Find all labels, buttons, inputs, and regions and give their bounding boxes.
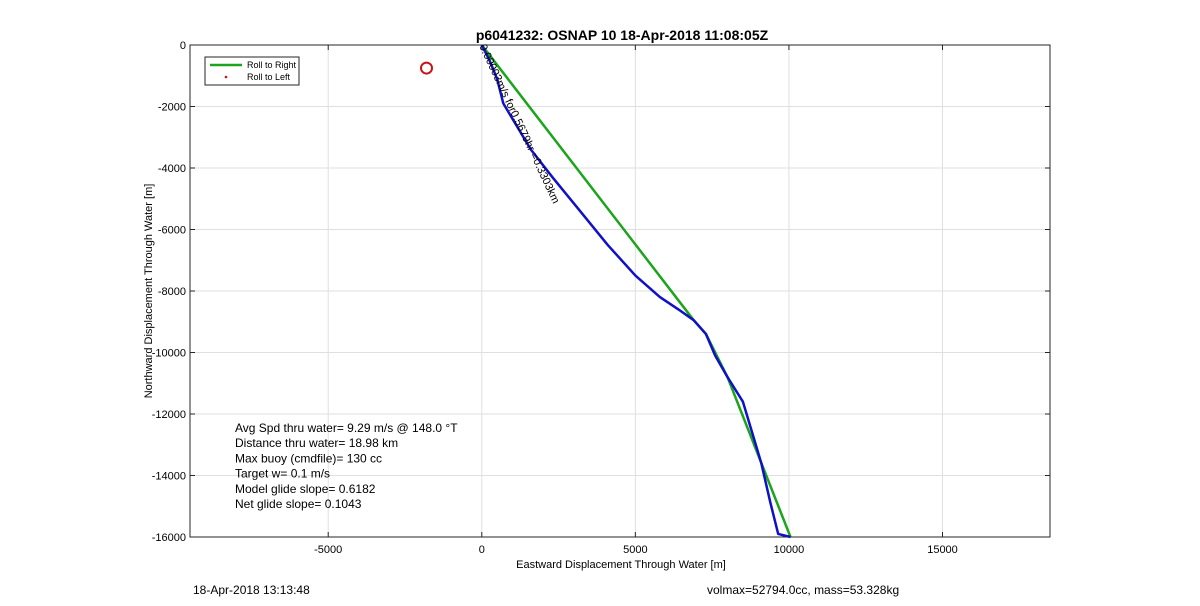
y-tick-label: -10000 (152, 348, 186, 360)
y-axis-label: Northward Displacement Through Water [m] (143, 184, 155, 399)
chart-title: p6041232: OSNAP 10 18-Apr-2018 11:08:05Z (476, 27, 769, 43)
x-tick-label: 5000 (623, 544, 647, 556)
stats-line: Model glide slope= 0.6182 (235, 482, 376, 496)
stats-line: Max buoy (cmdfile)= 130 cc (235, 451, 382, 465)
path-label: 0.00003m/s for0.5679hr =0.3303km (476, 42, 561, 205)
y-tick-label: -14000 (152, 471, 186, 483)
x-tick-label: -5000 (314, 544, 342, 556)
x-tick-label: 0 (479, 544, 485, 556)
series-line-1 (480, 44, 791, 539)
axis-ticks: -5000 0 5000 10000 15000 0 -2000 -4000 -6000 -800… (152, 40, 1050, 556)
annotations: 0.00003m/s for0.5679hr =0.3303km (420, 42, 562, 206)
legend-box (204, 56, 300, 86)
plot-series (480, 44, 792, 539)
x-tick-label: 10000 (774, 544, 805, 556)
y-tick-label: -12000 (152, 409, 186, 421)
y-tick-label: -6000 (158, 225, 186, 237)
stats-line: Net glide slope= 0.1043 (235, 497, 362, 511)
track-start-marker (420, 61, 433, 75)
footer-timestamp: 18-Apr-2018 13:13:48 (193, 583, 310, 597)
x-axis-label: Eastward Displacement Through Water [m] (516, 559, 726, 571)
y-tick-label: -16000 (152, 532, 186, 544)
y-tick-label: -8000 (158, 286, 186, 298)
legend: Roll to Right Roll to Left (204, 56, 300, 86)
stats-block: Avg Spd thru water= 9.29 m/s @ 148.0 °TD… (235, 421, 458, 511)
x-tick-label: 15000 (927, 544, 958, 556)
y-tick-label: 0 (180, 40, 186, 52)
stats-line: Target w= 0.1 m/s (235, 467, 330, 481)
y-tick-label: -2000 (158, 102, 186, 114)
legend-swatch-roll-left (224, 75, 228, 79)
legend-label-roll-left: Roll to Left (247, 72, 291, 82)
y-tick-label: -4000 (158, 163, 186, 175)
stats-line: Distance thru water= 18.98 km (235, 436, 398, 450)
footer-volume-mass: volmax=52794.0cc, mass=53.328kg (707, 583, 900, 597)
legend-label-roll-right: Roll to Right (247, 60, 297, 70)
stats-line: Avg Spd thru water= 9.29 m/s @ 148.0 °T (235, 421, 458, 435)
